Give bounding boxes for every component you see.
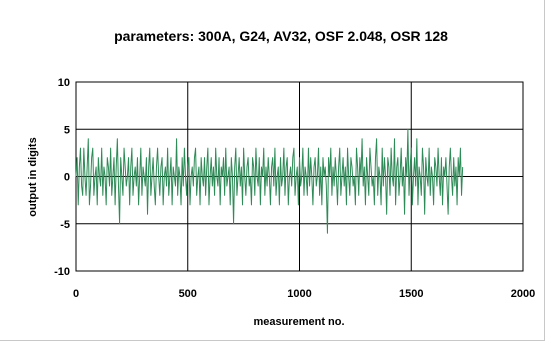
x-tick-label: 1500 [399,288,423,300]
y-tick-label: 5 [64,124,70,136]
x-tick-label: 2000 [511,288,535,300]
y-tick-label: 0 [64,172,70,184]
y-tick-label: -5 [60,219,70,231]
y-axis-label: output in digits [27,137,39,216]
x-tick-label: 1000 [287,288,311,300]
y-tick-label: 10 [58,77,70,89]
x-axis-label: measurement no. [253,316,344,328]
x-tick-label: 0 [73,288,79,300]
chart-title: parameters: 300A, G24, AV32, OSF 2.048, … [114,28,448,44]
series-line [75,128,464,234]
x-tick-label: 500 [179,288,197,300]
y-tick-label: -10 [54,266,70,278]
series-group [75,128,464,234]
